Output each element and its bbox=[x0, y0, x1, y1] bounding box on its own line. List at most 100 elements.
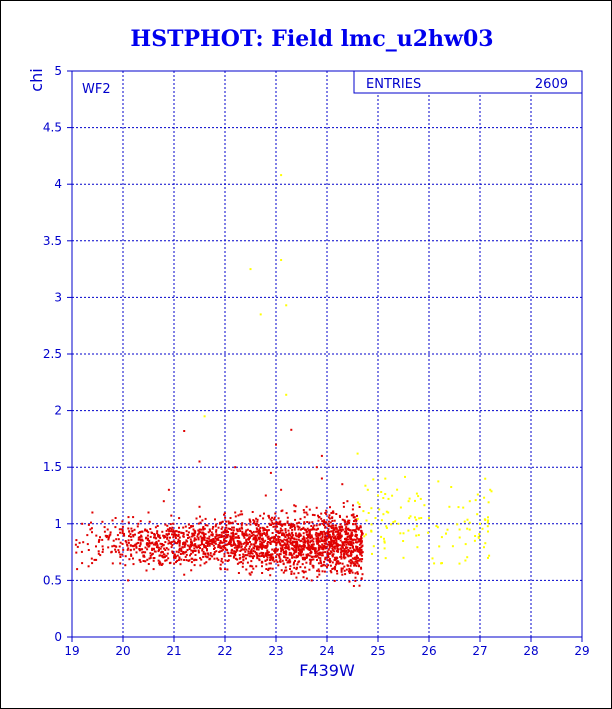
data-point bbox=[360, 554, 363, 557]
x-tick-label: 26 bbox=[421, 644, 436, 658]
data-point bbox=[310, 540, 312, 543]
data-point bbox=[286, 520, 289, 523]
data-point bbox=[311, 513, 314, 516]
data-point bbox=[166, 524, 169, 527]
data-point bbox=[342, 502, 345, 504]
data-point bbox=[327, 520, 330, 523]
data-point bbox=[356, 452, 359, 455]
data-point bbox=[311, 521, 314, 524]
data-point bbox=[149, 556, 152, 559]
data-point bbox=[345, 526, 348, 529]
data-point bbox=[219, 541, 222, 544]
data-point bbox=[178, 542, 181, 545]
data-point bbox=[294, 518, 297, 521]
data-point bbox=[354, 560, 357, 563]
data-point bbox=[293, 561, 295, 564]
data-point bbox=[194, 531, 197, 534]
data-point bbox=[223, 537, 226, 540]
data-point bbox=[175, 561, 177, 564]
data-point bbox=[350, 514, 353, 517]
data-point bbox=[250, 555, 252, 558]
data-point bbox=[360, 566, 362, 569]
data-point bbox=[356, 572, 359, 575]
data-point bbox=[319, 559, 322, 562]
data-point bbox=[277, 541, 280, 544]
data-point bbox=[266, 545, 269, 548]
data-point bbox=[140, 535, 143, 538]
data-point bbox=[217, 539, 220, 541]
data-point bbox=[299, 534, 302, 537]
data-point bbox=[158, 563, 161, 566]
data-point bbox=[329, 564, 332, 567]
data-point bbox=[178, 517, 181, 520]
data-point bbox=[490, 490, 493, 493]
data-point bbox=[278, 553, 281, 556]
data-point bbox=[286, 557, 289, 559]
data-point bbox=[298, 526, 301, 529]
data-point bbox=[211, 534, 214, 537]
data-point bbox=[261, 546, 264, 549]
data-point bbox=[347, 543, 350, 546]
data-point bbox=[95, 534, 98, 537]
y-tick-label: 2.5 bbox=[43, 347, 62, 361]
data-point bbox=[187, 531, 190, 534]
data-point bbox=[178, 541, 181, 544]
data-point bbox=[252, 546, 255, 549]
data-point bbox=[209, 554, 212, 557]
data-point bbox=[245, 538, 248, 541]
data-point bbox=[295, 540, 298, 543]
data-point bbox=[127, 539, 130, 542]
data-point bbox=[280, 550, 283, 553]
data-point bbox=[288, 551, 291, 554]
data-point bbox=[207, 552, 209, 555]
data-point bbox=[219, 540, 222, 542]
data-point bbox=[157, 546, 160, 549]
data-point bbox=[227, 520, 230, 523]
data-point bbox=[267, 537, 270, 540]
data-point bbox=[468, 528, 471, 531]
data-point bbox=[348, 540, 351, 543]
data-point bbox=[187, 537, 189, 539]
data-point bbox=[325, 521, 328, 524]
data-point bbox=[185, 553, 188, 556]
data-point bbox=[332, 540, 335, 543]
data-point bbox=[201, 548, 204, 551]
data-point bbox=[323, 542, 326, 545]
data-point bbox=[193, 539, 196, 542]
data-point bbox=[224, 540, 227, 542]
data-point bbox=[81, 522, 84, 525]
data-point bbox=[354, 529, 357, 532]
data-point bbox=[287, 524, 290, 527]
data-point bbox=[150, 553, 153, 556]
data-point bbox=[328, 545, 331, 547]
data-point bbox=[320, 454, 323, 457]
data-point bbox=[350, 559, 352, 562]
data-point bbox=[221, 526, 224, 529]
data-point bbox=[265, 532, 268, 534]
data-point bbox=[224, 533, 227, 536]
data-point bbox=[349, 552, 352, 555]
data-point bbox=[172, 522, 175, 525]
data-point bbox=[198, 528, 201, 531]
data-point bbox=[366, 488, 369, 491]
data-point bbox=[234, 466, 237, 469]
data-point bbox=[220, 557, 223, 560]
data-point bbox=[324, 512, 327, 514]
data-point bbox=[359, 525, 362, 528]
data-point bbox=[160, 551, 163, 554]
data-point bbox=[293, 545, 296, 547]
data-point bbox=[365, 519, 368, 522]
data-point bbox=[173, 562, 176, 565]
data-point bbox=[330, 512, 333, 514]
data-point bbox=[259, 313, 262, 316]
data-point bbox=[345, 553, 348, 556]
data-point bbox=[169, 536, 171, 539]
data-point bbox=[306, 542, 309, 545]
data-point bbox=[240, 546, 243, 549]
data-point bbox=[345, 546, 348, 549]
data-point bbox=[456, 523, 459, 526]
data-point bbox=[220, 536, 223, 538]
data-point bbox=[297, 561, 300, 564]
data-point bbox=[322, 551, 325, 554]
data-point bbox=[415, 518, 418, 521]
